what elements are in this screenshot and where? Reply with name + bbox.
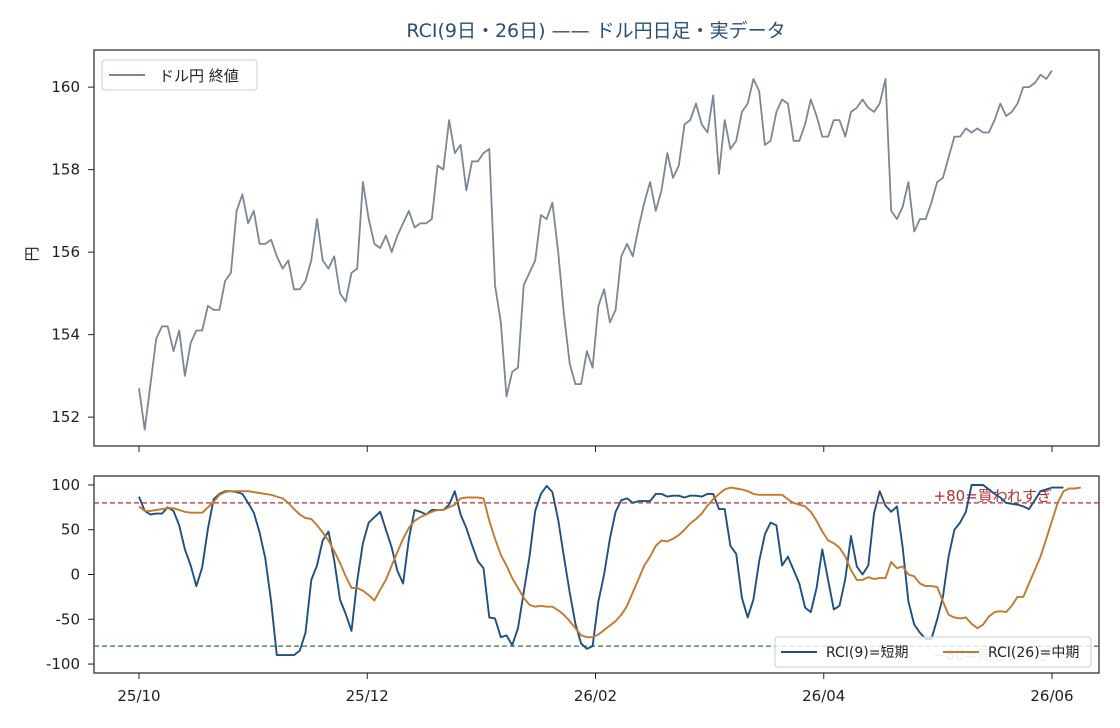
rci-legend-label-short: RCI(9)=短期 bbox=[826, 645, 909, 661]
price-legend-label: ドル円 終値 bbox=[159, 67, 239, 85]
rci-mid-line bbox=[138, 486, 1081, 639]
rci-short-line bbox=[138, 484, 1064, 657]
price-y-tick-label: 154 bbox=[51, 326, 80, 344]
rci-y-tick-label: 100 bbox=[51, 476, 80, 494]
rci-legend: RCI(9)=短期 RCI(26)=中期 bbox=[774, 636, 1092, 668]
price-y-tick-label: 152 bbox=[51, 408, 80, 426]
x-tick-label: 25/12 bbox=[346, 687, 389, 705]
rci-y-tick-label: 50 bbox=[61, 521, 80, 539]
price-panel-frame bbox=[93, 49, 1100, 447]
overbought-label: +80=買われすぎ bbox=[934, 487, 1052, 505]
price-series bbox=[138, 70, 1053, 431]
x-tick-label: 25/10 bbox=[117, 687, 160, 705]
price-y-tick-label: 158 bbox=[51, 161, 80, 179]
price-y-tick-label: 156 bbox=[51, 243, 80, 261]
rci-y-tick-label: -50 bbox=[56, 610, 81, 628]
x-tick-label: 26/04 bbox=[802, 687, 845, 705]
rci-y-tick-label: -100 bbox=[46, 655, 80, 673]
price-y-tick-label: 160 bbox=[51, 78, 80, 96]
chart-title: RCI(9日・26日) —— ドル円日足・実データ bbox=[406, 20, 785, 42]
rci-y-tick-label: 0 bbox=[70, 566, 80, 584]
rci-legend-label-mid: RCI(26)=中期 bbox=[988, 645, 1079, 661]
price-y-axis-label: 円 bbox=[23, 246, 41, 261]
rci-series bbox=[138, 484, 1081, 657]
price-legend: ドル円 終値 bbox=[101, 59, 258, 91]
x-tick-label: 26/02 bbox=[574, 687, 617, 705]
x-tick-label: 26/06 bbox=[1030, 687, 1073, 705]
price-line bbox=[138, 70, 1053, 431]
